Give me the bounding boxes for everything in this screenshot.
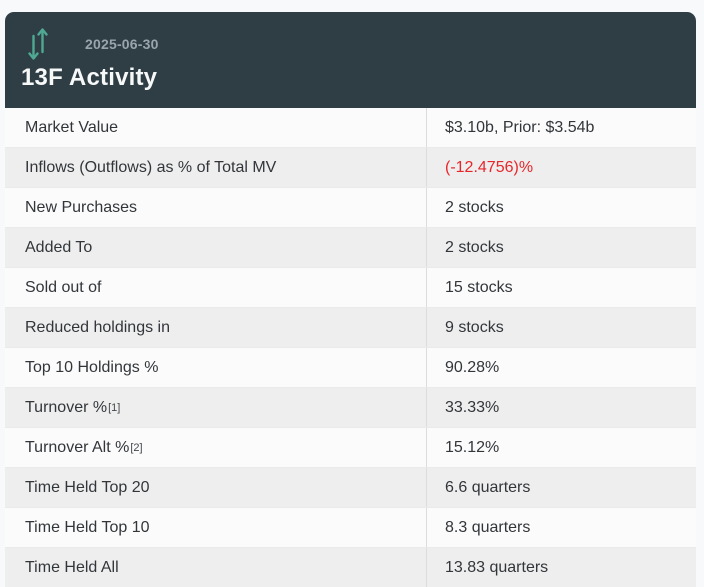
- table-row: Reduced holdings in 9 stocks: [5, 308, 696, 348]
- row-label: Market Value: [5, 108, 427, 147]
- row-label: Time Held Top 10: [5, 508, 427, 547]
- row-value: 6.6 quarters: [445, 478, 531, 496]
- row-value: 90.28%: [445, 358, 500, 376]
- table-row: Time Held Top 10 8.3 quarters: [5, 508, 696, 548]
- row-label: Added To: [5, 228, 427, 267]
- row-value: $3.10b, Prior: $3.54b: [445, 118, 595, 136]
- row-label: Inflows (Outflows) as % of Total MV: [5, 148, 427, 187]
- 13f-activity-card: 2025-06-30 13F Activity Market Value $3.…: [5, 12, 696, 587]
- table-row: Sold out of 15 stocks: [5, 268, 696, 308]
- row-label: Reduced holdings in: [5, 308, 427, 347]
- row-value: 9 stocks: [445, 318, 504, 336]
- row-label: New Purchases: [5, 188, 427, 227]
- row-label: Top 10 Holdings %: [5, 348, 427, 387]
- report-date: 2025-06-30: [85, 36, 159, 52]
- row-value: 2 stocks: [445, 198, 504, 216]
- activity-table: Market Value $3.10b, Prior: $3.54b Inflo…: [5, 108, 696, 587]
- row-value: 13.83 quarters: [445, 558, 549, 576]
- row-value: 33.33%: [445, 398, 500, 416]
- card-header: 2025-06-30 13F Activity: [5, 12, 696, 108]
- card-title: 13F Activity: [21, 64, 158, 91]
- row-value: 15 stocks: [445, 278, 513, 296]
- up-down-arrows-icon[interactable]: [28, 27, 48, 61]
- table-row: Turnover Alt % [2] 15.12%: [5, 428, 696, 468]
- table-row: Turnover % [1] 33.33%: [5, 388, 696, 428]
- header-meta-row: 2025-06-30: [21, 26, 680, 62]
- row-label: Time Held All: [5, 548, 427, 587]
- table-row: New Purchases 2 stocks: [5, 188, 696, 228]
- row-value: 2 stocks: [445, 238, 504, 256]
- row-label: Turnover Alt % [2]: [5, 428, 427, 467]
- table-row: Added To 2 stocks: [5, 228, 696, 268]
- row-label: Sold out of: [5, 268, 427, 307]
- row-label: Turnover % [1]: [5, 388, 427, 427]
- table-row: Time Held Top 20 6.6 quarters: [5, 468, 696, 508]
- row-value: (-12.4756)%: [445, 158, 534, 176]
- table-row: Inflows (Outflows) as % of Total MV (-12…: [5, 148, 696, 188]
- row-value: 8.3 quarters: [445, 518, 531, 536]
- table-row: Top 10 Holdings % 90.28%: [5, 348, 696, 388]
- table-row: Market Value $3.10b, Prior: $3.54b: [5, 108, 696, 148]
- table-row: Time Held All 13.83 quarters: [5, 548, 696, 587]
- row-label: Time Held Top 20: [5, 468, 427, 507]
- row-value: 15.12%: [445, 438, 500, 456]
